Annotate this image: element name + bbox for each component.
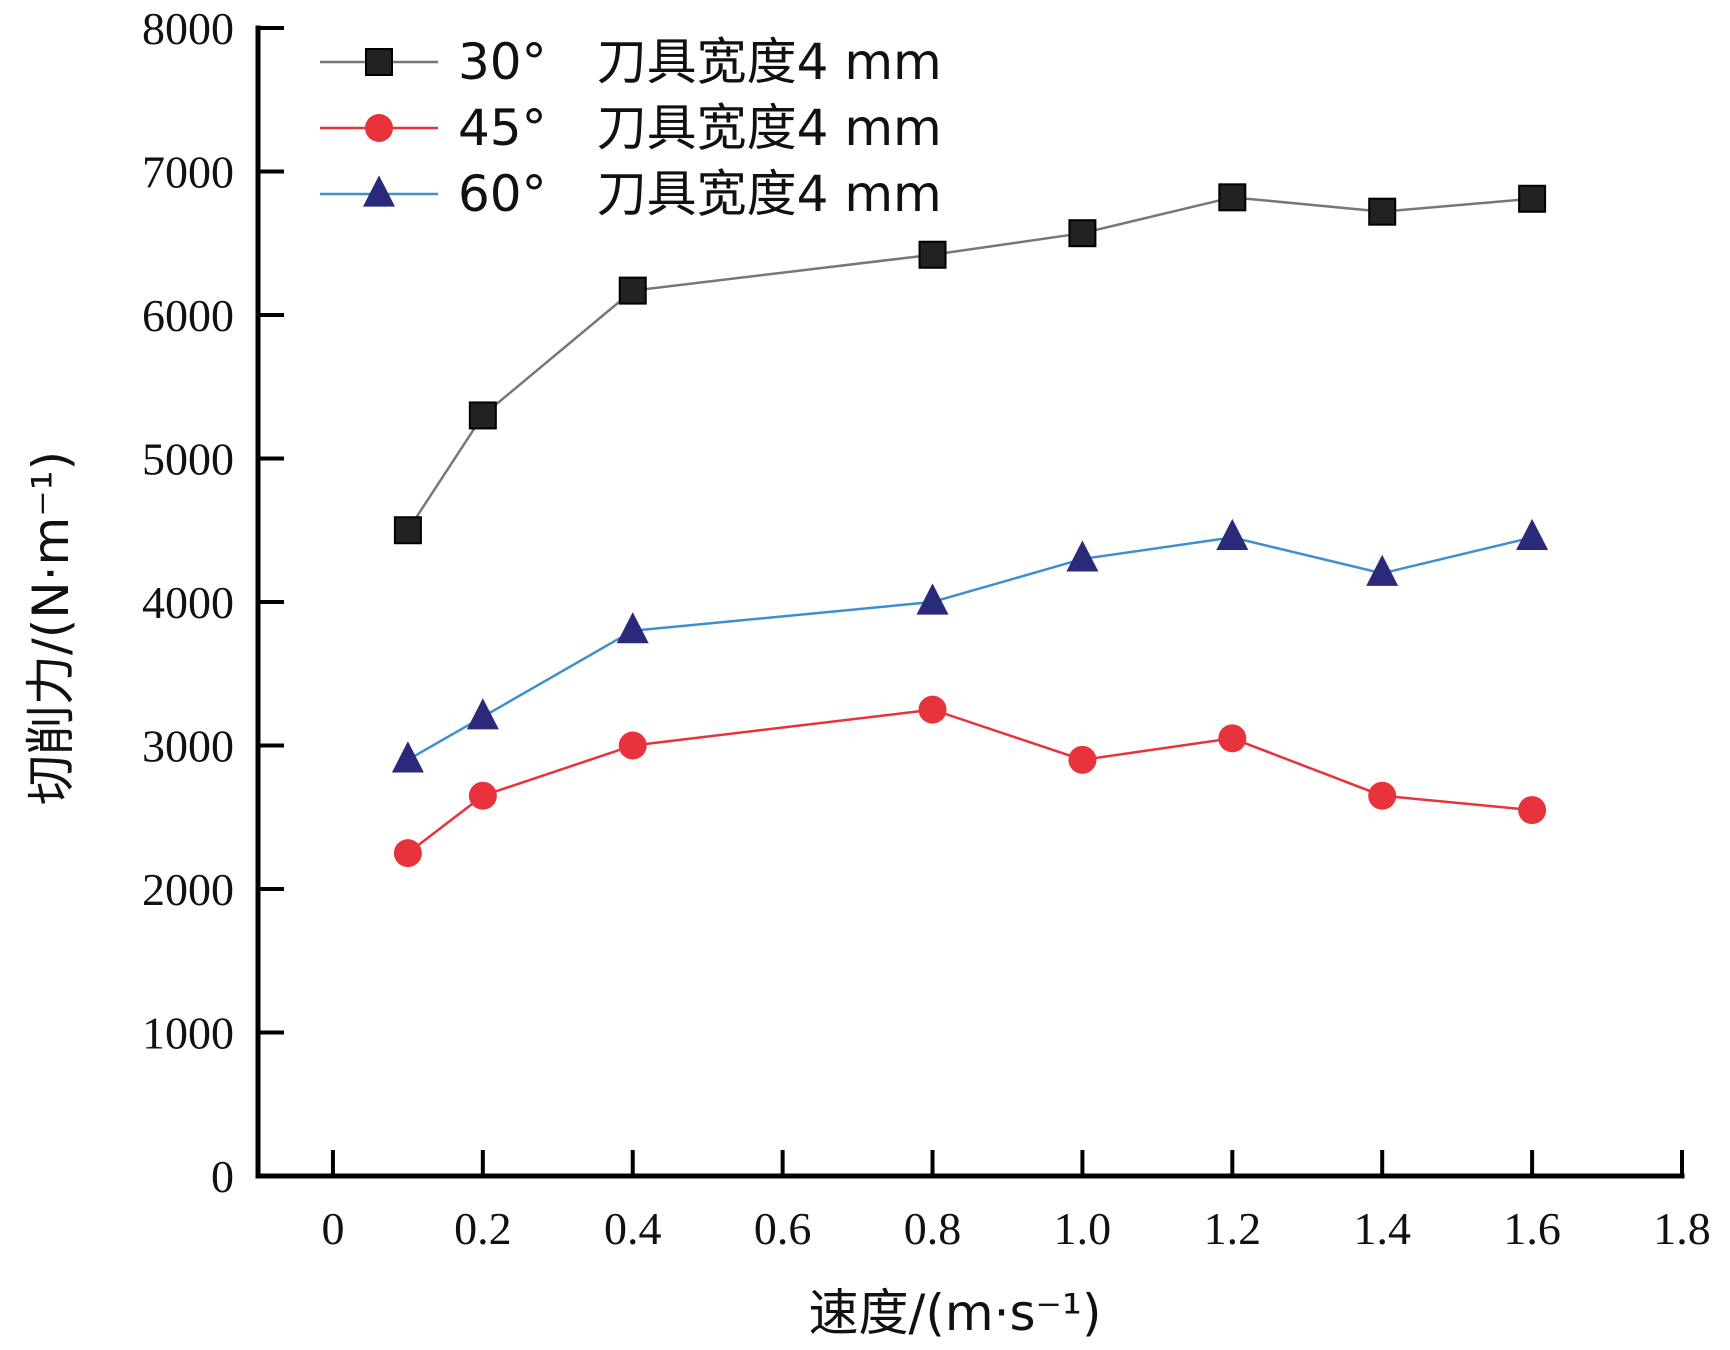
legend-label: 60° 刀具宽度4 mm [458,165,942,223]
data-point [1068,745,1097,774]
data-point [1368,197,1397,226]
series-layer [391,183,1549,868]
data-point [393,839,422,868]
x-tick-label: 1.4 [1353,1203,1411,1254]
series-line-2 [407,536,1533,761]
data-point [1518,796,1547,825]
x-tick-label: 1.2 [1204,1203,1262,1254]
data-point [1368,781,1397,810]
series-1 [393,695,1547,868]
legend-label: 30° 刀具宽度4 mm [458,33,942,91]
data-point [391,741,424,773]
data-point [916,583,949,615]
data-point [466,698,499,730]
y-tick-label: 1000 [142,1008,234,1059]
y-tick-label: 4000 [142,577,234,628]
series-2 [391,518,1549,773]
data-point [1066,540,1099,572]
axes [255,25,1685,1179]
legend-marker [363,175,395,207]
data-point [468,401,497,430]
y-axis-title: 切削力/(N·m⁻¹) [22,451,80,805]
tick-labels: 0 1000 2000 3000 4000 5000 6000 7000 8000 0 0.2 0.4… [142,3,1711,1254]
x-tick-label: 0.4 [604,1203,662,1254]
x-axis-title: 速度/(m·s⁻¹) [809,1284,1102,1342]
y-tick-label: 7000 [142,147,234,198]
data-point [1518,184,1547,213]
legend-item-2: 60° 刀具宽度4 mm [320,165,942,223]
series-0 [393,183,1547,545]
data-point [918,695,947,724]
data-point [616,612,649,644]
x-tick-label: 0.2 [454,1203,512,1254]
data-point [1218,724,1247,753]
series-line-0 [406,196,1533,531]
legend-marker [365,48,393,76]
data-point [618,731,647,760]
data-point [618,276,647,305]
series-line-1 [407,708,1533,855]
data-point [1366,554,1399,586]
legend: 30° 刀具宽度4 mm 45° 刀具宽度4 mm 60° 刀具宽度4 mm [320,33,942,223]
y-tick-label: 8000 [142,3,234,54]
data-point [1216,518,1249,551]
y-tick-label: 0 [211,1151,234,1202]
legend-marker [365,114,393,142]
legend-item-0: 30° 刀具宽度4 mm [320,33,942,91]
x-tick-label: 0.8 [904,1203,962,1254]
data-point [1068,219,1097,248]
y-tick-label: 5000 [142,434,234,485]
y-tick-label: 3000 [142,721,234,772]
legend-item-1: 45° 刀具宽度4 mm [320,99,942,157]
x-tick-label: 1.0 [1054,1203,1112,1254]
x-tick-label: 0 [321,1203,344,1254]
data-point [918,240,947,269]
x-tick-label: 0.6 [754,1203,812,1254]
data-point [393,516,422,545]
data-point [1218,183,1247,212]
x-tick-label: 1.8 [1653,1203,1711,1254]
legend-label: 45° 刀具宽度4 mm [458,99,942,157]
data-point [1516,518,1549,551]
x-tick-label: 1.6 [1503,1203,1561,1254]
y-tick-label: 2000 [142,864,234,915]
y-tick-label: 6000 [142,290,234,341]
data-point [468,781,497,810]
